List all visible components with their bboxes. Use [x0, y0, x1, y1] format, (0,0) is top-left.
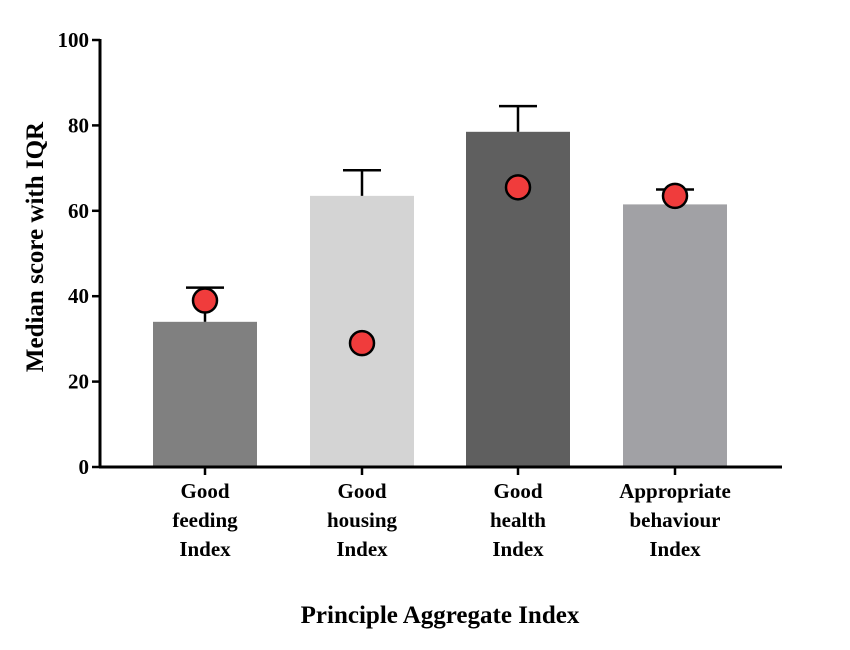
- bar-4: [623, 204, 727, 467]
- markers-layer: [191, 174, 689, 357]
- category-label-line: housing: [327, 508, 398, 532]
- y-tick-label-0: 0: [79, 455, 90, 479]
- category-label-line: behaviour: [629, 508, 720, 532]
- y-tick-label-60: 60: [68, 199, 89, 223]
- category-label-line: Good: [337, 479, 386, 503]
- bars-layer: [153, 131, 727, 468]
- category-label-line: Good: [493, 479, 542, 503]
- category-label-line: Good: [180, 479, 229, 503]
- labels-layer: Good feeding Index Good housing Index Good heal…: [58, 28, 731, 561]
- category-label-line: feeding: [172, 508, 238, 532]
- marker-point-3: [504, 174, 532, 201]
- marker-point-1: [191, 287, 219, 314]
- category-label-4: Appropriate behaviour Index: [619, 479, 731, 561]
- category-label-line: health: [490, 508, 546, 532]
- bar-1: [153, 321, 257, 467]
- x-axis-title: Principle Aggregate Index: [301, 602, 580, 629]
- category-label-line: Appropriate: [619, 479, 731, 503]
- category-label-line: Index: [492, 537, 544, 561]
- category-label-line: Index: [649, 537, 701, 561]
- category-label-line: Index: [179, 537, 231, 561]
- y-tick-label-40: 40: [68, 284, 89, 308]
- y-tick-label-100: 100: [58, 28, 90, 52]
- category-label-3: Good health Index: [490, 479, 546, 561]
- category-label-1: Good feeding Index: [172, 479, 238, 561]
- error-bars-layer: [186, 104, 694, 322]
- marker-point-4: [661, 182, 689, 210]
- category-label-line: Index: [336, 537, 388, 561]
- y-tick-label-20: 20: [68, 370, 89, 394]
- y-tick-label-80: 80: [68, 113, 89, 137]
- category-label-2: Good housing Index: [327, 479, 398, 561]
- marker-point-2: [348, 329, 376, 357]
- axes-layer: [92, 38, 782, 475]
- y-axis-title: Median score with IQR: [22, 121, 49, 372]
